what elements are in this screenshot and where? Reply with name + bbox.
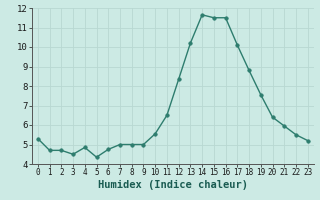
- X-axis label: Humidex (Indice chaleur): Humidex (Indice chaleur): [98, 180, 248, 190]
